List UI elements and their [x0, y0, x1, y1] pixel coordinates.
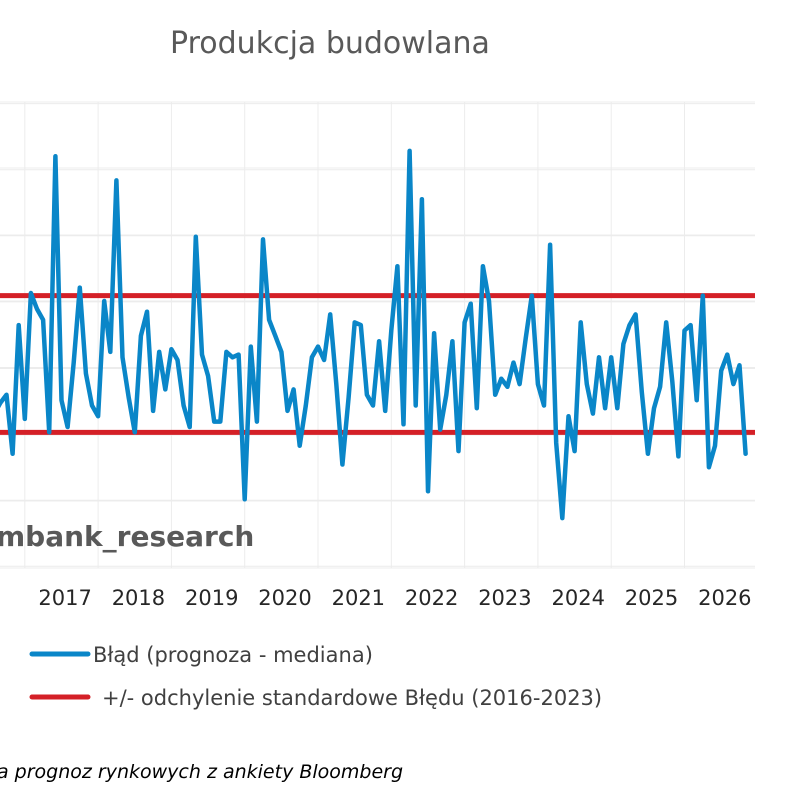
std-dev-lines: [0, 293, 755, 435]
legend: Błąd (prognoza - mediana) +/- odchylenie…: [29, 643, 602, 710]
source-note: a prognoz rynkowych z ankiety Bloomberg: [0, 761, 403, 783]
x-tick-label: 2017: [38, 586, 91, 610]
x-tick-label: 2025: [625, 586, 678, 610]
x-tick-label: 2022: [405, 586, 458, 610]
watermark-text: mbank_research: [0, 520, 254, 553]
chart-title: Produkcja budowlana: [170, 26, 490, 61]
x-tick-label: 2021: [332, 586, 385, 610]
x-tick-label: 2018: [112, 586, 165, 610]
error-series: [0, 148, 748, 521]
x-tick-label: 2020: [258, 586, 311, 610]
legend-label-error: Błąd (prognoza - mediana): [93, 643, 373, 667]
x-tick-label: 2024: [551, 586, 604, 610]
series-line: [0, 148, 748, 521]
x-axis-ticks: 6201720182019202020212022202320242025202…: [38, 586, 751, 610]
x-tick-label: 2026: [698, 586, 751, 610]
legend-label-stddev: +/- odchylenie standardowe Błędu (2016-2…: [102, 686, 602, 710]
x-tick-label: 2023: [478, 586, 531, 610]
x-tick-label: 2019: [185, 586, 238, 610]
gridlines: [0, 101, 755, 569]
